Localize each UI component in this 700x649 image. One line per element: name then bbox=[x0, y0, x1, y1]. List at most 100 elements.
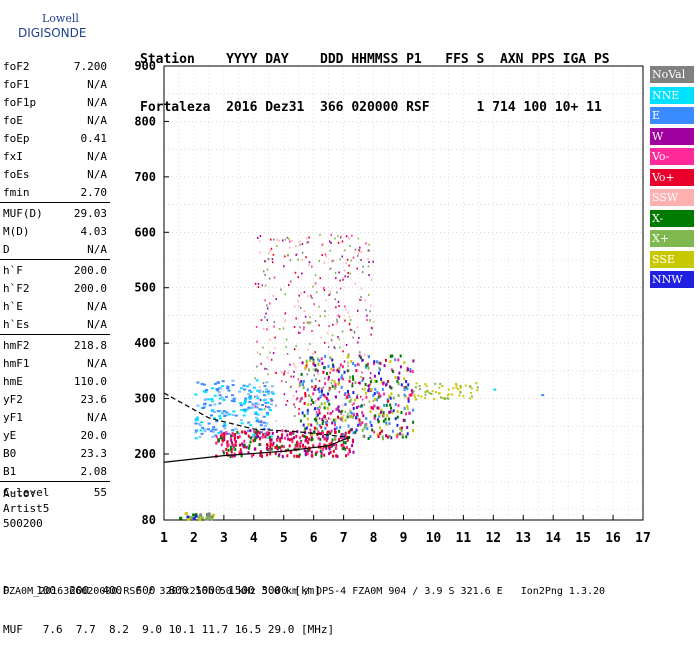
echo-point bbox=[346, 258, 349, 261]
echo-point bbox=[307, 241, 310, 244]
echo-point bbox=[258, 391, 262, 394]
echo-point bbox=[347, 271, 349, 274]
echo-point bbox=[333, 436, 336, 440]
param-key: fmin bbox=[3, 186, 30, 199]
echo-point bbox=[341, 377, 344, 381]
legend-item-noval: NoVal bbox=[650, 66, 694, 83]
echo-point bbox=[321, 387, 323, 390]
echo-point bbox=[331, 358, 334, 362]
echo-point bbox=[397, 382, 400, 386]
echo-point bbox=[328, 388, 331, 392]
echo-point bbox=[207, 398, 211, 401]
echo-point bbox=[272, 294, 274, 297]
echo-point bbox=[262, 433, 265, 437]
echo-point bbox=[293, 403, 295, 406]
echo-point bbox=[307, 403, 310, 407]
echo-point bbox=[252, 433, 256, 436]
echo-point bbox=[259, 421, 263, 424]
echo-point bbox=[259, 452, 262, 456]
echo-point bbox=[347, 430, 350, 434]
echo-point bbox=[275, 298, 277, 301]
legend-item-ssw: SSW bbox=[650, 189, 694, 206]
echo-point bbox=[386, 435, 389, 439]
echo-point bbox=[197, 422, 201, 425]
echo-point bbox=[266, 413, 270, 416]
echo-point bbox=[329, 412, 332, 416]
echo-point bbox=[417, 394, 420, 397]
echo-point bbox=[339, 258, 341, 261]
echo-point bbox=[462, 395, 465, 398]
echo-point bbox=[299, 240, 301, 243]
echo-point bbox=[424, 383, 427, 386]
echo-point bbox=[260, 362, 262, 365]
echo-point bbox=[327, 345, 330, 348]
echo-point bbox=[367, 249, 370, 252]
echo-point bbox=[214, 434, 218, 437]
echo-point bbox=[296, 397, 299, 400]
echo-point bbox=[276, 245, 278, 248]
echo-point bbox=[265, 436, 269, 439]
echo-point bbox=[276, 238, 278, 241]
echo-point bbox=[225, 411, 229, 414]
echo-point bbox=[255, 429, 258, 433]
echo-point bbox=[459, 391, 462, 394]
echo-point bbox=[340, 385, 343, 389]
param-key: foF1p bbox=[3, 96, 37, 109]
echo-point bbox=[302, 444, 305, 448]
echo-point bbox=[349, 428, 352, 432]
echo-point bbox=[298, 412, 300, 415]
echo-point bbox=[370, 424, 373, 428]
echo-point bbox=[288, 444, 291, 448]
echo-point bbox=[361, 421, 364, 425]
echo-point bbox=[313, 426, 316, 430]
echo-point bbox=[321, 422, 324, 426]
echo-point bbox=[352, 391, 355, 395]
param-row: hmF2 218.8 bbox=[3, 339, 107, 353]
echo-point bbox=[395, 433, 398, 437]
echo-point bbox=[379, 394, 382, 398]
echo-point bbox=[293, 436, 296, 440]
echo-point bbox=[364, 299, 367, 302]
echo-point bbox=[264, 316, 266, 319]
echo-point bbox=[281, 444, 284, 448]
echo-point bbox=[349, 244, 351, 247]
echo-point bbox=[337, 405, 340, 409]
echo-point bbox=[292, 375, 295, 378]
echo-point bbox=[430, 393, 433, 396]
echo-point bbox=[238, 451, 241, 455]
echo-point bbox=[328, 399, 330, 402]
profile-lower-curve bbox=[163, 436, 350, 463]
echo-point bbox=[299, 326, 301, 329]
echo-point bbox=[412, 390, 415, 393]
echo-point bbox=[286, 433, 289, 437]
echo-point bbox=[203, 428, 207, 431]
x-tick-label: 2 bbox=[190, 531, 198, 546]
echo-point bbox=[225, 431, 228, 435]
echo-point bbox=[338, 409, 341, 413]
echo-point bbox=[215, 441, 218, 445]
echo-point bbox=[295, 253, 297, 256]
echo-point bbox=[340, 412, 342, 415]
echo-point bbox=[222, 451, 225, 455]
echo-point bbox=[202, 383, 206, 386]
echo-point bbox=[254, 405, 257, 408]
echo-point bbox=[357, 248, 360, 251]
echo-point bbox=[274, 347, 276, 350]
echo-point bbox=[275, 444, 278, 448]
echo-point bbox=[194, 419, 198, 422]
echo-point bbox=[240, 409, 244, 412]
echo-point bbox=[269, 440, 272, 444]
param-value: N/A bbox=[87, 411, 107, 424]
echo-point bbox=[284, 293, 287, 296]
echo-point bbox=[441, 397, 444, 400]
echo-point bbox=[239, 419, 243, 422]
echo-point bbox=[310, 435, 313, 439]
echo-point bbox=[399, 427, 402, 431]
echo-point bbox=[298, 442, 301, 446]
echo-point bbox=[316, 406, 319, 410]
echo-point bbox=[339, 411, 342, 414]
echo-point bbox=[382, 413, 385, 417]
echo-point bbox=[268, 258, 270, 261]
echo-point bbox=[349, 375, 352, 379]
param-value: 218.8 bbox=[73, 339, 107, 352]
